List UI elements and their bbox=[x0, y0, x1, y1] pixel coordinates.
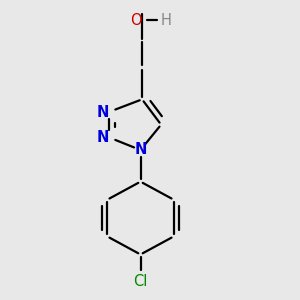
Text: H: H bbox=[161, 13, 172, 28]
Text: N: N bbox=[134, 142, 147, 158]
Text: N: N bbox=[97, 104, 109, 119]
Text: O: O bbox=[130, 13, 142, 28]
Text: N: N bbox=[97, 130, 109, 145]
Text: Cl: Cl bbox=[133, 274, 148, 289]
